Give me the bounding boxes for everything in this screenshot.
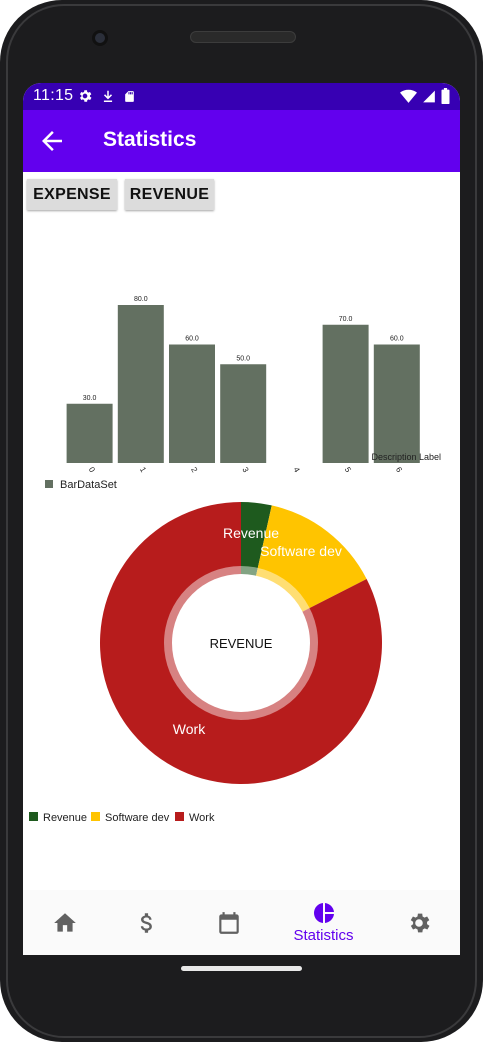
status-icons-left [77,88,136,104]
revenue-button[interactable]: REVENUE [125,179,214,210]
bar-3 [220,364,267,463]
status-icons-right [400,88,450,104]
x-tick-label: 0 [87,466,97,475]
download-icon [103,90,113,103]
dollar-icon [140,912,152,933]
nav-settings[interactable] [391,890,446,955]
legend-label-bardataset: BarDataSet [60,479,117,491]
bar-value-label: 60.0 [390,336,404,343]
bar-value-label: 50.0 [236,355,250,362]
battery-icon [441,88,450,104]
bottom-navigation: Statistics [23,890,460,955]
signal-icon [423,90,435,102]
nav-statistics-label: Statistics [293,927,354,944]
gesture-bar [181,966,302,971]
pie-legend-label: Software dev [105,812,170,824]
page-title: Statistics [103,128,197,151]
x-tick-label: 6 [394,466,404,475]
bar-6 [373,344,420,463]
expense-button[interactable]: EXPENSE [27,179,117,210]
nav-transactions[interactable] [119,890,174,955]
x-tick-label: 3 [240,466,250,475]
app-bar: Statistics [23,110,460,172]
sd-card-icon [125,90,134,102]
bar-value-label: 70.0 [339,316,353,323]
pie-slice-label: Revenue [223,525,279,541]
x-tick-label: 2 [189,466,199,475]
bar-value-label: 60.0 [185,336,199,343]
bar-value-label: 30.0 [83,395,97,402]
status-bar: 11:15 [23,83,460,110]
x-tick-label: 5 [343,466,353,475]
bar-value-label: 80.0 [134,296,148,303]
calendar-icon [218,911,239,934]
home-icon [53,912,76,932]
arrow-left-icon [42,131,62,151]
front-camera [92,30,108,46]
nav-calendar[interactable] [201,890,256,955]
pie-hole [172,574,310,712]
gear-icon [79,90,92,102]
x-tick-label: 1 [138,466,148,475]
legend-swatch-bardataset [45,480,53,488]
nav-home[interactable] [37,890,92,955]
earpiece-speaker [190,31,296,43]
wifi-icon [400,89,417,103]
settings-icon [410,913,430,932]
bar-5 [322,324,369,463]
pie-legend-label: Work [189,812,215,824]
x-tick-label: 4 [292,466,302,475]
pie-legend-swatch [175,812,184,821]
bar-0 [66,403,113,463]
phone-edge [6,4,477,1038]
pie-legend-swatch [91,812,100,821]
pie-slice-label: Work [173,721,206,737]
pie-legend-swatch [29,812,38,821]
bar-2 [169,344,215,463]
pie-slice-label: Software dev [260,543,342,559]
status-time: 11:15 [33,87,74,104]
bar-1 [117,305,164,463]
bar-chart: 30.0 0 80.0 1 60.0 2 50.0 3 4 70.0 5 60.0 6 Descripti… [45,296,441,491]
back-button[interactable] [37,126,67,156]
pie-chart: REVENUE Revenue Software dev Work Revenue Sof… [29,502,383,824]
pie-center-text: REVENUE [210,636,273,651]
chart-description: Description Label [371,452,441,462]
pie-legend-label: Revenue [43,812,87,824]
screen: 11:15 [23,83,460,955]
nav-statistics[interactable]: Statistics [286,890,361,955]
pie-chart-icon [313,903,334,923]
